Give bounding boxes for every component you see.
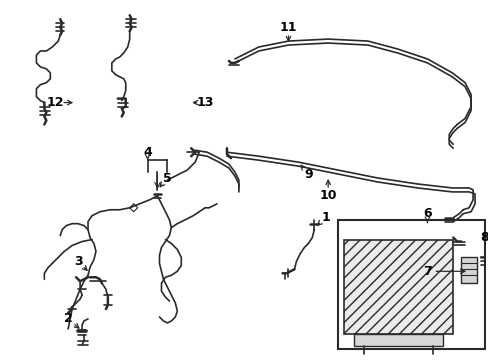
Text: 11: 11	[279, 21, 297, 34]
Text: 6: 6	[422, 207, 431, 220]
Text: 8: 8	[480, 231, 488, 244]
Text: 1: 1	[321, 211, 330, 224]
Text: 12: 12	[46, 96, 64, 109]
Text: 2: 2	[63, 312, 72, 325]
Text: 13: 13	[196, 96, 213, 109]
Bar	[337, 220, 484, 349]
Bar	[344, 239, 452, 334]
Text: 9: 9	[304, 167, 312, 181]
Text: 4: 4	[143, 146, 152, 159]
Bar	[460, 257, 476, 283]
Text: 10: 10	[319, 189, 336, 202]
Text: 3: 3	[74, 255, 82, 268]
Bar	[353, 334, 443, 346]
Text: 5: 5	[163, 171, 171, 185]
Text: 7: 7	[422, 265, 431, 278]
